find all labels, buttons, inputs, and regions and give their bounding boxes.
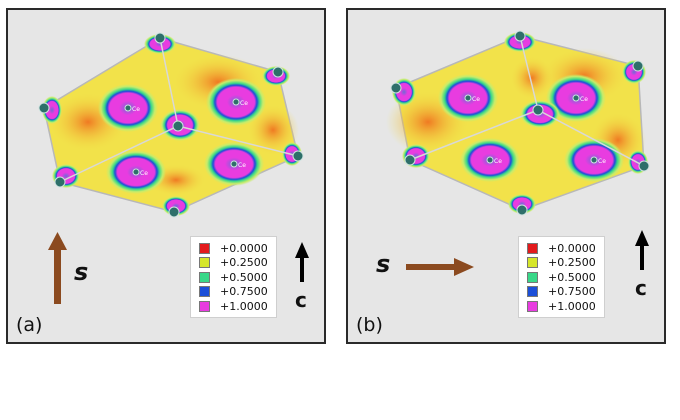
ce-density-blob: [402, 144, 430, 168]
color-legend: +0.0000 +0.2500 +0.5000 +0.7500 +1.0000: [518, 236, 605, 318]
legend-entry: +0.2500: [527, 256, 596, 271]
panel-a: Ce Ce Ce Ce s c +0.0000 +0.2500 +0.5000 +0.…: [6, 8, 326, 344]
legend-swatch: [199, 271, 210, 283]
atom-label: Ce: [240, 100, 248, 107]
legend-entry: +0.5000: [199, 270, 268, 285]
legend-label: +0.0000: [548, 241, 596, 255]
atom-markers: [390, 30, 650, 216]
axis-label: c: [295, 288, 307, 312]
spin-label: s: [376, 250, 391, 278]
legend-label: +0.5000: [548, 270, 596, 284]
orange-region: [510, 56, 554, 100]
legend-label: +0.7500: [548, 285, 596, 299]
density-map-b: Ce Ce Ce Ce: [386, 30, 650, 276]
legend-swatch: [199, 300, 210, 312]
legend-label: +1.0000: [220, 299, 268, 313]
c-axis-arrow: [295, 242, 309, 282]
legend-swatch: [527, 300, 538, 312]
spin-arrow-up: [48, 232, 67, 304]
density-map-a: Ce Ce Ce Ce: [38, 32, 309, 304]
legend-entry: +0.7500: [527, 285, 596, 300]
legend-entry: +0.2500: [199, 256, 268, 271]
legend-swatch: [199, 286, 210, 298]
ce-density-blob: [144, 34, 176, 54]
panel-label: (a): [16, 314, 43, 336]
atom-markers: [38, 32, 304, 218]
legend-label: +1.0000: [548, 299, 596, 313]
axis-label: c: [635, 276, 647, 300]
panel-b: Ce Ce Ce Ce s c +0.0000 +0.2500 +0.5000 +0.…: [346, 8, 666, 344]
legend-label: +0.5000: [220, 270, 268, 284]
atom-label: Ce: [494, 158, 502, 165]
legend-label: +0.7500: [220, 285, 268, 299]
legend-entry: +1.0000: [199, 299, 268, 314]
legend-swatch: [527, 286, 538, 298]
legend-swatch: [527, 257, 538, 269]
legend-label: +0.2500: [220, 256, 268, 270]
atom-label: Ce: [140, 170, 148, 177]
ce-density-blob: [504, 32, 536, 52]
spin-label: s: [74, 258, 89, 286]
atom-label: Ce: [580, 96, 588, 103]
legend-entry: +1.0000: [527, 299, 596, 314]
spin-arrow-right: [406, 258, 474, 276]
panel-label: (b): [356, 314, 383, 336]
atom-label: Ce: [238, 162, 246, 169]
legend-entry: +0.7500: [199, 285, 268, 300]
legend-entry: +0.0000: [527, 241, 596, 256]
legend-entry: +0.0000: [199, 241, 268, 256]
legend-swatch: [527, 242, 538, 254]
unit-cell-edges: [409, 35, 645, 167]
atom-label: Ce: [598, 158, 606, 165]
legend-swatch: [527, 271, 538, 283]
legend-swatch: [199, 242, 210, 254]
atom-label: Ce: [472, 96, 480, 103]
ce-density-blob: [508, 194, 536, 214]
legend-entry: +0.5000: [527, 270, 596, 285]
c-axis-arrow: [635, 230, 649, 270]
unit-cell-edges: [59, 37, 299, 183]
legend-label: +0.0000: [220, 241, 268, 255]
legend-swatch: [199, 257, 210, 269]
color-legend: +0.0000 +0.2500 +0.5000 +0.7500 +1.0000: [190, 236, 277, 318]
atom-label: Ce: [132, 106, 140, 113]
legend-label: +0.2500: [548, 256, 596, 270]
ce-density-blob: [42, 96, 62, 124]
orange-region: [247, 104, 299, 156]
